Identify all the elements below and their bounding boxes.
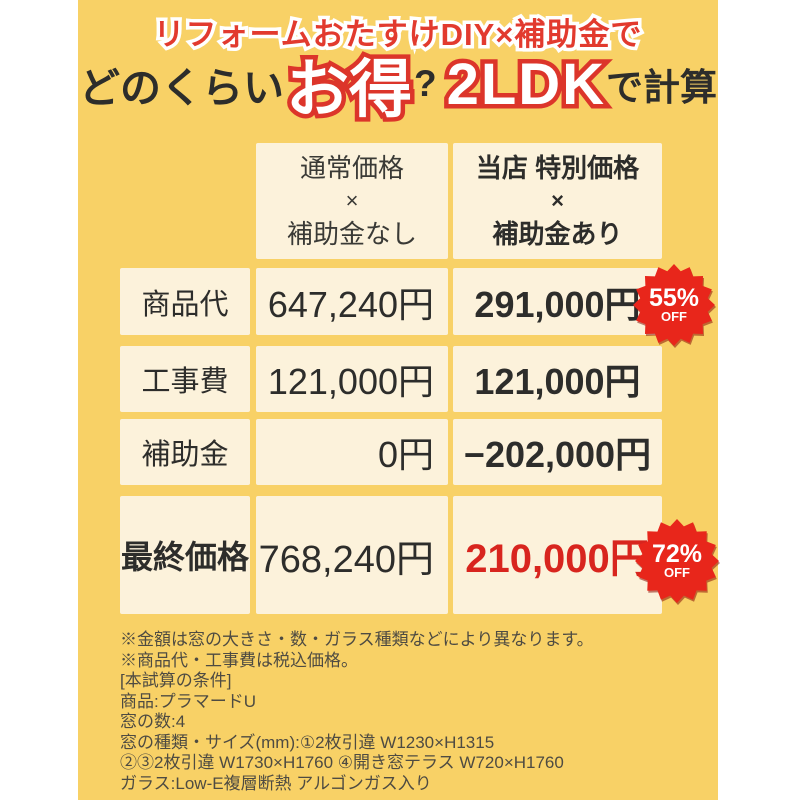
title-question-mark: ? <box>413 63 437 104</box>
note-conditions-title: [本試算の条件] <box>120 671 232 690</box>
badge-off-label: OFF <box>661 309 687 324</box>
badge-off-label: OFF <box>664 565 690 580</box>
normal-price-subsidy: 0円 <box>256 419 448 485</box>
special-price-subsidy: −202,000円 <box>453 419 662 485</box>
discount-badge-72-off: 72% OFF <box>635 519 719 603</box>
special-price-product: 291,000円 <box>453 268 662 335</box>
normal-header-line1: 通常価格 <box>299 153 404 183</box>
banner-subtitle: リフォームおたすけDIY×補助金で <box>150 14 645 56</box>
special-header-line1: 当店 特別価格 <box>475 153 640 183</box>
normal-price-final: 768,240円 <box>256 496 448 614</box>
special-price-construction: 121,000円 <box>453 346 662 412</box>
note-amount-varies: ※金額は窓の大きさ・数・ガラス種類などにより異なります。 <box>120 630 594 649</box>
column-header-normal-price: 通常価格 × 補助金なし <box>256 143 448 259</box>
title-plan-2ldk: 2LDK <box>442 47 608 121</box>
title-suffix: で計算 <box>606 67 718 108</box>
row-label-final-price: 最終価格 <box>120 496 250 614</box>
banner-title: どのくらい お得 ? 2LDK で計算 <box>78 44 718 129</box>
special-price-final: 210,000円 <box>453 496 662 614</box>
note-window-size-1: 窓の種類・サイズ(mm):①2枚引違 W1230×H1315 <box>120 732 495 752</box>
badge-percent: 55% <box>648 284 700 312</box>
normal-header-line3: 補助金なし <box>286 219 417 249</box>
row-label-product-cost: 商品代 <box>120 268 250 335</box>
normal-header-x: × <box>345 188 359 213</box>
note-window-size-2: ②③2枚引違 W1730×H1760 ④開き窓テラス W720×H1760 <box>120 753 564 772</box>
row-label-construction-cost: 工事費 <box>120 346 250 412</box>
special-header-line3: 補助金あり <box>492 219 623 249</box>
note-tax-included: ※商品代・工事費は税込価格。 <box>120 650 358 670</box>
normal-price-product: 647,240円 <box>256 268 448 335</box>
note-window-count: 窓の数:4 <box>120 712 186 731</box>
title-highlight-otoku: お得 <box>281 50 416 129</box>
discount-badge-55-off: 55% OFF <box>633 264 715 346</box>
footnotes: ※金額は窓の大きさ・数・ガラス種類などにより異なります。 ※商品代・工事費は税込… <box>120 630 706 794</box>
badge-percent: 72% <box>651 540 703 568</box>
starburst-icon <box>635 519 719 603</box>
note-product: 商品:プラマードU <box>120 691 256 711</box>
row-label-subsidy: 補助金 <box>120 419 250 485</box>
title-prefix: どのくらい <box>78 65 284 111</box>
badge-text: 55% OFF <box>633 264 715 346</box>
note-glass-type: ガラス:Low-E複層断熱 アルゴンガス入り <box>120 773 432 793</box>
special-header-x: × <box>551 188 564 213</box>
badge-text: 72% OFF <box>635 519 719 603</box>
starburst-icon <box>633 264 715 346</box>
normal-price-construction: 121,000円 <box>256 346 448 412</box>
column-header-special-price: 当店 特別価格 × 補助金あり <box>453 143 662 259</box>
